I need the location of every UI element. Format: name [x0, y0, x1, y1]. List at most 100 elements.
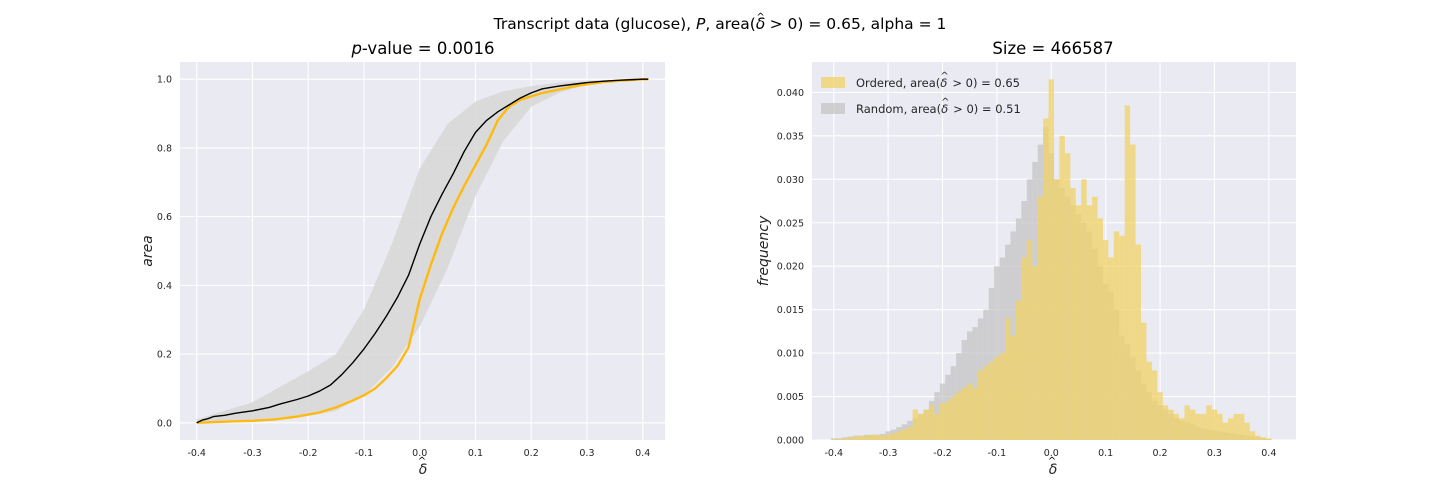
legend-swatch-random: [821, 103, 845, 114]
x-tick-label: 0.1: [1098, 448, 1113, 459]
ordered-hist-bar: [1119, 235, 1125, 440]
x-tick-label: 0.3: [579, 448, 594, 459]
ordered-hist-bar: [1135, 244, 1142, 440]
ordered-hist-bar: [1130, 144, 1136, 441]
ordered-hist-bar: [1162, 405, 1169, 440]
legend-label-random: Random, area(δ^ > 0) = 0.51: [856, 97, 1021, 116]
legend-random-pre: Random, area(: [856, 102, 941, 116]
ordered-hist-bar: [1102, 240, 1109, 440]
ordered-hist-bar: [1151, 370, 1158, 440]
ordered-hist-bar: [1108, 257, 1114, 440]
x-tick-label: -0.2: [299, 448, 318, 459]
y-tick-label: 0.000: [777, 436, 804, 447]
ordered-hist-bar: [1233, 413, 1239, 440]
ordered-hist-bar: [852, 436, 859, 440]
ordered-hist-bar: [956, 392, 962, 440]
left-title-rest: -value = 0.0016: [362, 39, 495, 58]
ordered-hist-bar: [1179, 418, 1185, 440]
ordered-hist-bar: [1005, 318, 1011, 440]
ordered-hist-bar: [1249, 431, 1256, 440]
right-panel-title: Size = 466587: [992, 39, 1113, 58]
ordered-hist-bar: [961, 387, 967, 440]
left-ylabel: area: [140, 235, 156, 267]
suptitle-hat: ^: [756, 12, 764, 23]
ordered-hist-bar: [1092, 196, 1098, 440]
y-tick-label: 0.020: [777, 262, 804, 273]
ordered-hist-bar: [1184, 405, 1190, 440]
ordered-hist-bar: [863, 435, 870, 440]
ordered-hist-bar: [1141, 322, 1147, 440]
y-tick-label: 0.4: [157, 281, 172, 292]
ordered-hist-bar: [1010, 335, 1016, 440]
ordered-hist-bar: [858, 435, 864, 440]
ordered-hist-bar: [912, 409, 919, 440]
ordered-hist-bar: [983, 366, 989, 440]
right-histogram-bars: [831, 79, 1272, 441]
x-tick-label: 0.4: [1261, 448, 1276, 459]
ordered-hist-bar: [874, 434, 880, 440]
x-tick-label: 0.1: [468, 448, 483, 459]
x-tick-label: 0.2: [1152, 448, 1167, 459]
ordered-hist-bar: [1200, 413, 1207, 440]
random-hist-bar: [972, 327, 978, 440]
right-legend: Ordered, area(δ^ > 0) = 0.65 Random, are…: [821, 71, 1021, 116]
ordered-hist-bar: [1173, 413, 1180, 440]
ordered-hist-bar: [1211, 409, 1218, 440]
legend-random-post: > 0) = 0.51: [950, 102, 1021, 116]
ordered-hist-bar: [1054, 179, 1060, 440]
legend-ordered-post: > 0) = 0.65: [949, 76, 1020, 90]
legend-ordered-pre: Ordered, area(: [856, 76, 940, 90]
ordered-hist-bar: [977, 370, 984, 440]
x-tick-label: 0.0: [1044, 448, 1059, 459]
left-xlabel-hat: ^: [418, 456, 426, 467]
ordered-hist-bar: [901, 429, 908, 440]
x-tick-label: 0.3: [1207, 448, 1222, 459]
legend-swatch-ordered: [821, 77, 845, 88]
ordered-hist-bar: [1124, 105, 1131, 440]
y-tick-label: 0.035: [777, 131, 804, 142]
ordered-hist-bar: [879, 435, 886, 440]
x-tick-label: -0.2: [933, 448, 952, 459]
x-tick-label: -0.4: [187, 448, 206, 459]
ordered-hist-bar: [896, 431, 902, 440]
ordered-hist-bar: [890, 433, 897, 440]
ordered-hist-bar: [928, 405, 935, 440]
y-tick-label: 0.005: [777, 392, 804, 403]
ordered-hist-bar: [1260, 437, 1267, 440]
x-tick-label: 0.4: [635, 448, 650, 459]
ordered-hist-bar: [1189, 409, 1196, 440]
ordered-hist-bar: [1097, 218, 1103, 440]
random-hist-bar: [999, 257, 1006, 440]
x-tick-label: -0.4: [824, 448, 843, 459]
y-tick-label: 0.015: [777, 305, 804, 316]
left-xlabel: δ: [419, 462, 428, 478]
left-random-band: [196, 79, 643, 423]
ordered-hist-bar: [1081, 179, 1087, 440]
ordered-hist-bar: [1026, 240, 1033, 440]
x-tick-label: -0.1: [988, 448, 1007, 459]
y-tick-label: 0.6: [157, 212, 172, 223]
right-tick-labels: -0.4 -0.3 -0.2 -0.1 0.0 0.1 0.2 0.3 0.4 0.000 0.00…: [777, 88, 1277, 459]
right-panel: Size = 466587 -0.4 -0.3 -0.2 -0.1 0.0 0.1 0.2 0…: [756, 39, 1296, 478]
legend-ordered-hat: ^: [940, 71, 948, 82]
left-panel-title: p-value = 0.0016: [350, 39, 494, 58]
ordered-hist-bar: [988, 361, 995, 440]
ordered-hist-bar: [918, 413, 924, 440]
ordered-hist-bar: [841, 438, 848, 440]
ordered-hist-bar: [1021, 257, 1027, 440]
ordered-hist-bar: [1113, 231, 1120, 440]
left-series-lines: [196, 77, 649, 424]
ordered-hist-bar: [885, 434, 891, 440]
ordered-hist-bar: [923, 409, 929, 440]
suptitle-mid: , area(: [705, 15, 755, 33]
x-tick-label: -0.1: [355, 448, 374, 459]
ordered-hist-bar: [1157, 392, 1163, 440]
suptitle-pre: Transcript data (glucose),: [493, 15, 696, 33]
ordered-hist-bar: [847, 437, 853, 440]
ordered-hist-bar: [1075, 205, 1082, 440]
left-title-p: p: [350, 39, 361, 58]
ordered-hist-bar: [1238, 413, 1245, 440]
ordered-hist-bar: [966, 383, 973, 440]
ordered-hist-bar: [945, 400, 951, 440]
